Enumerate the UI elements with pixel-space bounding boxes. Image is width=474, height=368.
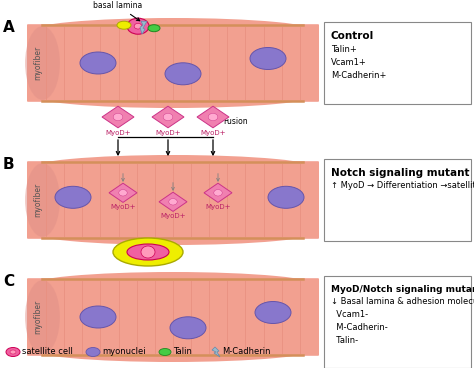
Text: satellite cell: satellite cell — [22, 347, 73, 357]
Ellipse shape — [6, 347, 20, 357]
Text: Fusion: Fusion — [223, 117, 247, 125]
Ellipse shape — [28, 272, 318, 299]
FancyBboxPatch shape — [27, 24, 319, 102]
Text: A: A — [3, 20, 15, 35]
Polygon shape — [197, 106, 229, 128]
Ellipse shape — [113, 238, 183, 266]
Ellipse shape — [28, 218, 318, 245]
Ellipse shape — [352, 348, 366, 356]
Ellipse shape — [214, 190, 222, 196]
Text: M-Cadherin: M-Cadherin — [222, 347, 271, 357]
Polygon shape — [204, 183, 232, 202]
Polygon shape — [212, 347, 220, 357]
FancyBboxPatch shape — [27, 161, 319, 239]
Ellipse shape — [255, 301, 291, 323]
FancyBboxPatch shape — [27, 278, 319, 356]
Ellipse shape — [86, 347, 100, 357]
Ellipse shape — [28, 18, 318, 45]
Polygon shape — [159, 192, 187, 211]
Ellipse shape — [208, 113, 218, 121]
Text: Notch signaling mutant: Notch signaling mutant — [331, 168, 470, 178]
FancyBboxPatch shape — [324, 159, 471, 241]
Ellipse shape — [148, 25, 160, 32]
Ellipse shape — [169, 199, 177, 205]
Text: MyoD+: MyoD+ — [105, 130, 131, 135]
Text: Vcam-1: Vcam-1 — [368, 347, 400, 357]
Ellipse shape — [165, 63, 201, 85]
FancyBboxPatch shape — [324, 22, 471, 104]
Text: MyoD+: MyoD+ — [160, 213, 186, 219]
Text: myofiber: myofiber — [34, 300, 43, 334]
Ellipse shape — [127, 18, 149, 34]
Ellipse shape — [119, 190, 127, 196]
Text: Control: Control — [331, 31, 374, 41]
Text: myofiber: myofiber — [34, 183, 43, 217]
Polygon shape — [140, 21, 147, 34]
Ellipse shape — [25, 26, 60, 100]
Ellipse shape — [250, 47, 286, 70]
Ellipse shape — [163, 113, 173, 121]
Ellipse shape — [55, 186, 91, 208]
Ellipse shape — [80, 306, 116, 328]
Ellipse shape — [28, 335, 318, 362]
Ellipse shape — [117, 21, 131, 29]
Polygon shape — [152, 106, 184, 128]
Text: MyoD+: MyoD+ — [200, 130, 226, 135]
Ellipse shape — [25, 163, 60, 237]
Polygon shape — [109, 183, 137, 202]
Ellipse shape — [268, 186, 304, 208]
Text: ↑ MyoD → Differentiation →satellite cell depletion: ↑ MyoD → Differentiation →satellite cell… — [331, 181, 474, 191]
Ellipse shape — [10, 350, 16, 354]
Ellipse shape — [141, 246, 155, 258]
Ellipse shape — [134, 24, 142, 29]
Ellipse shape — [25, 280, 60, 354]
Ellipse shape — [127, 244, 169, 260]
Ellipse shape — [28, 155, 318, 182]
Ellipse shape — [159, 348, 171, 355]
FancyBboxPatch shape — [324, 276, 471, 368]
Text: ↓ Basal lamina & adhesion molecules:
  Vcam1-
  M-Cadherin-
  Talin-: ↓ Basal lamina & adhesion molecules: Vca… — [331, 297, 474, 345]
Text: basal lamina: basal lamina — [93, 1, 142, 21]
Text: Talin: Talin — [173, 347, 192, 357]
Text: B: B — [3, 157, 15, 172]
Ellipse shape — [28, 81, 318, 108]
Text: myonuclei: myonuclei — [102, 347, 146, 357]
Text: MyoD+: MyoD+ — [110, 204, 136, 210]
Text: MyoD+: MyoD+ — [205, 204, 231, 210]
Text: myofiber: myofiber — [34, 46, 43, 80]
Ellipse shape — [170, 317, 206, 339]
Text: C: C — [3, 274, 14, 289]
Text: Talin+
Vcam1+
M-Cadherin+: Talin+ Vcam1+ M-Cadherin+ — [331, 45, 386, 80]
Ellipse shape — [113, 113, 123, 121]
Text: MyoD/Notch signaling mutant: MyoD/Notch signaling mutant — [331, 285, 474, 294]
Polygon shape — [102, 106, 134, 128]
Ellipse shape — [80, 52, 116, 74]
Text: MyoD+: MyoD+ — [155, 130, 181, 135]
